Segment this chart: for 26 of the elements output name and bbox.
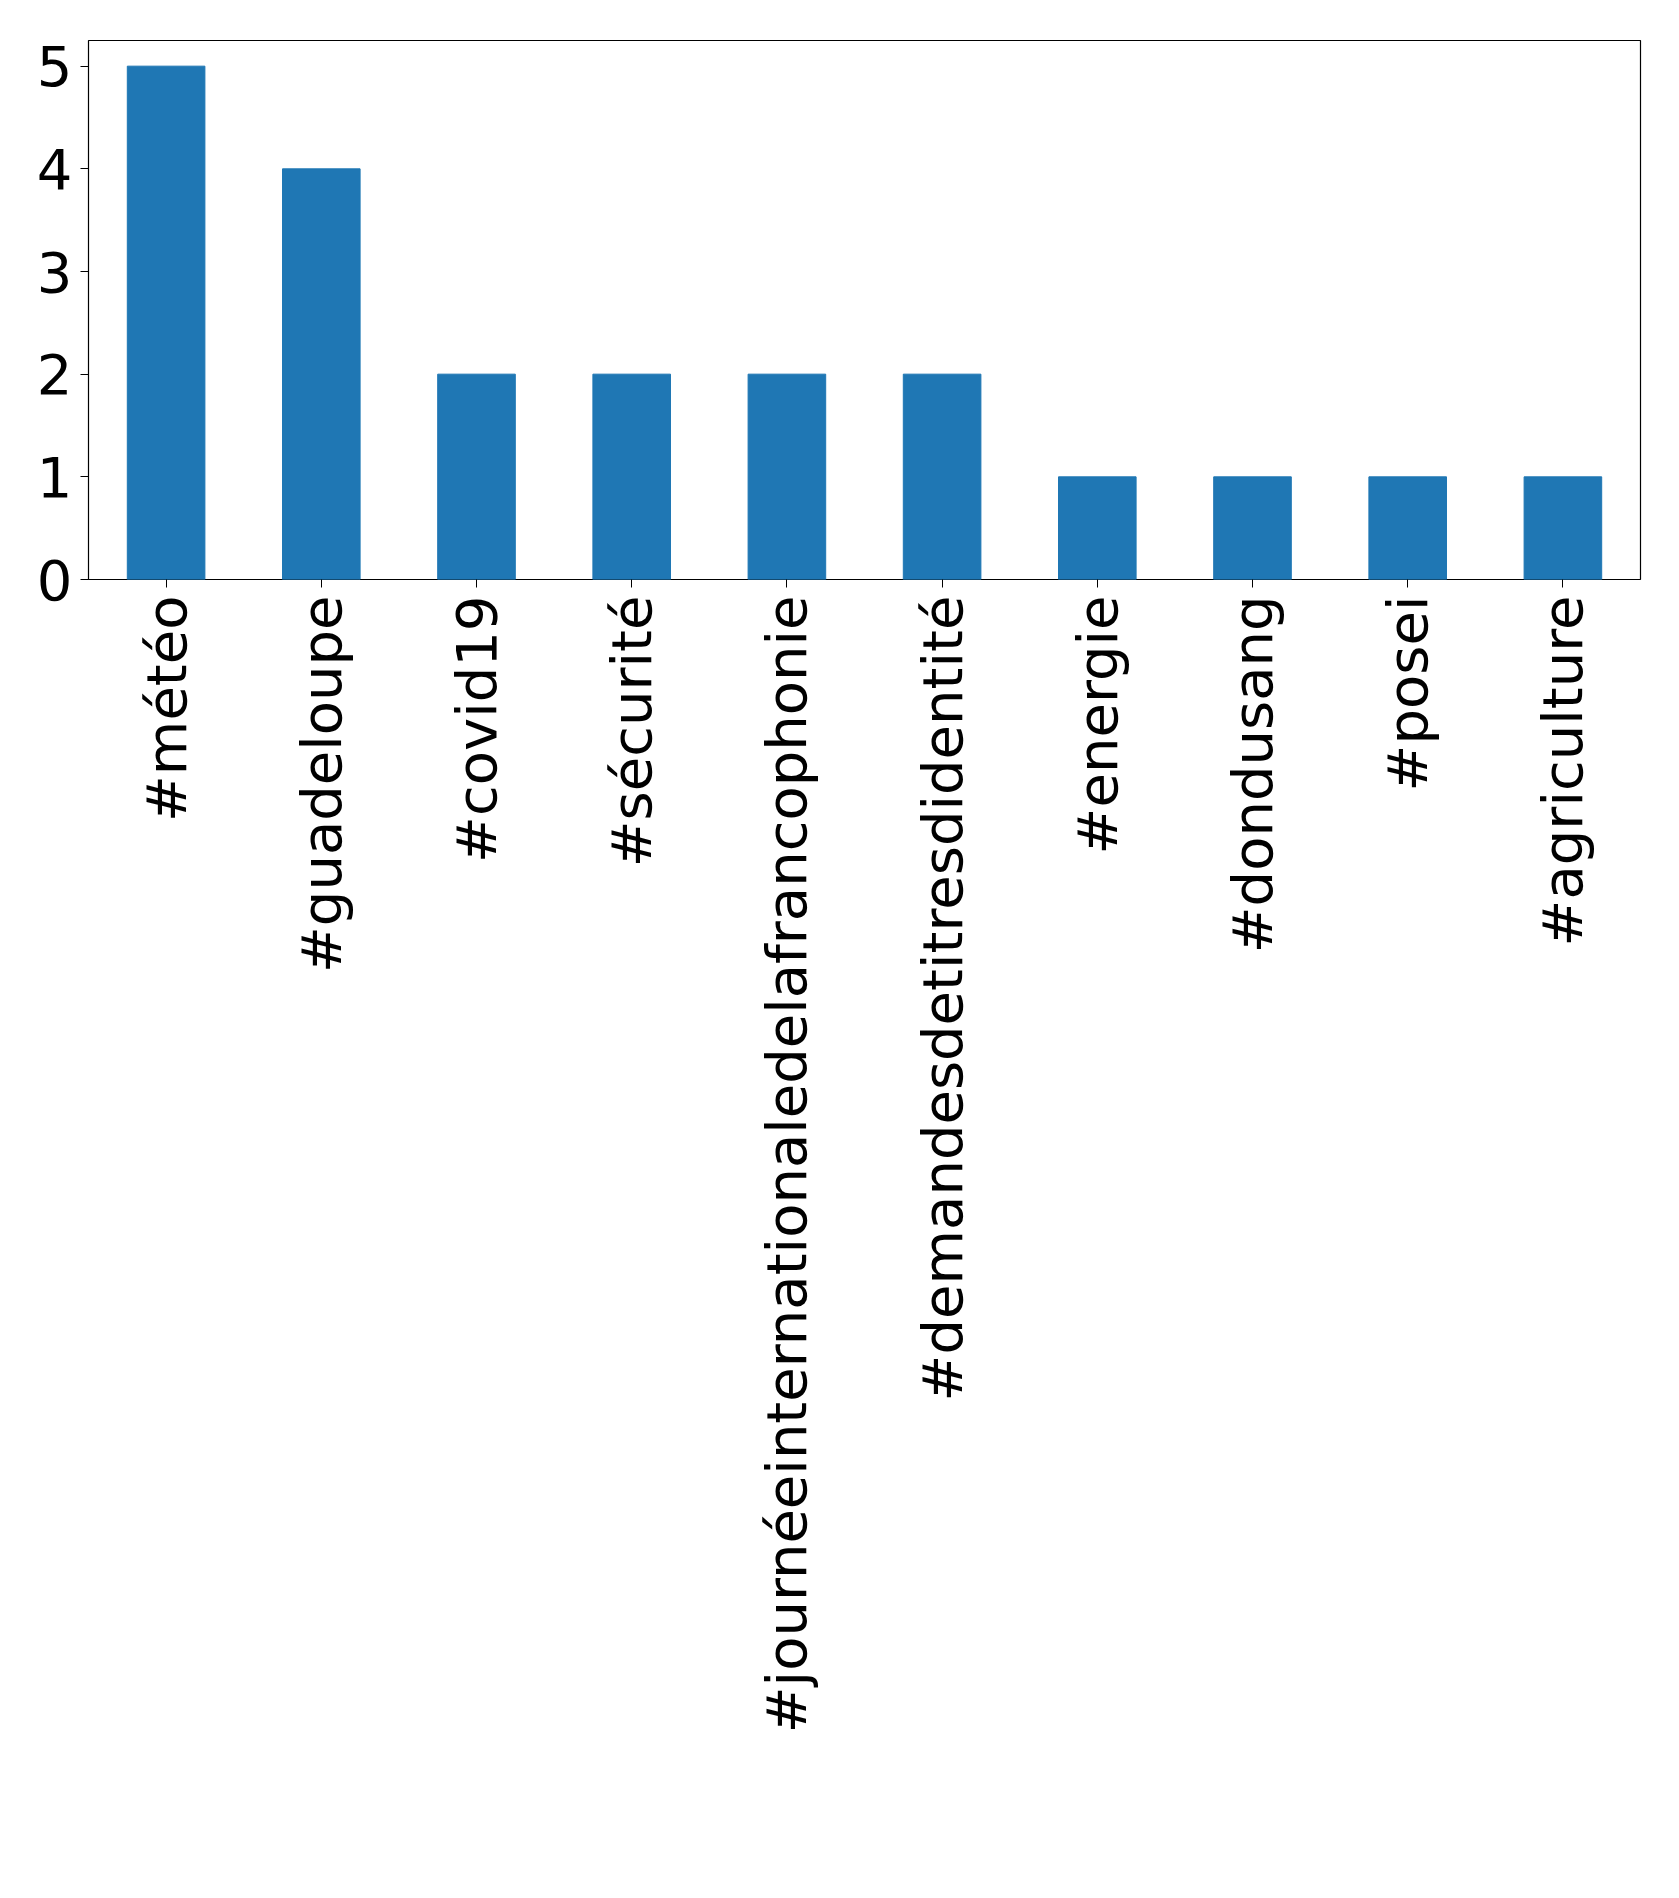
bar: [1213, 476, 1292, 580]
x-tick-label: #journéeinternationaledelafrancophonie: [754, 595, 820, 1734]
x-tick-label: #météo: [133, 595, 199, 823]
bar: [437, 373, 516, 580]
bar: [902, 373, 982, 580]
y-tick-label: 4: [36, 136, 73, 202]
bar: [1368, 476, 1447, 580]
bar: [282, 168, 361, 580]
y-tick-label: 3: [36, 239, 73, 305]
x-tick-label: #demandesdetitresdidentité: [909, 595, 975, 1402]
x-tick-label: #covid19: [444, 595, 509, 863]
bar: [592, 373, 671, 580]
bar: [126, 65, 206, 580]
y-tick-label: 1: [36, 444, 73, 510]
x-tick-label: #sécurité: [599, 595, 665, 868]
x-tick-label: #posei: [1375, 595, 1441, 792]
x-tick-label: #energie: [1064, 595, 1130, 855]
x-tick-label: #agriculture: [1530, 595, 1596, 947]
y-tick-label: 5: [36, 34, 73, 100]
y-tick-label: 2: [36, 342, 73, 408]
x-tick-label: #dondusang: [1220, 595, 1285, 954]
x-tick-label: #guadeloupe: [288, 595, 354, 974]
bar: [747, 373, 827, 580]
y-tick-label: 0: [36, 547, 73, 613]
bar: [1058, 476, 1137, 580]
bar: [1523, 476, 1603, 580]
